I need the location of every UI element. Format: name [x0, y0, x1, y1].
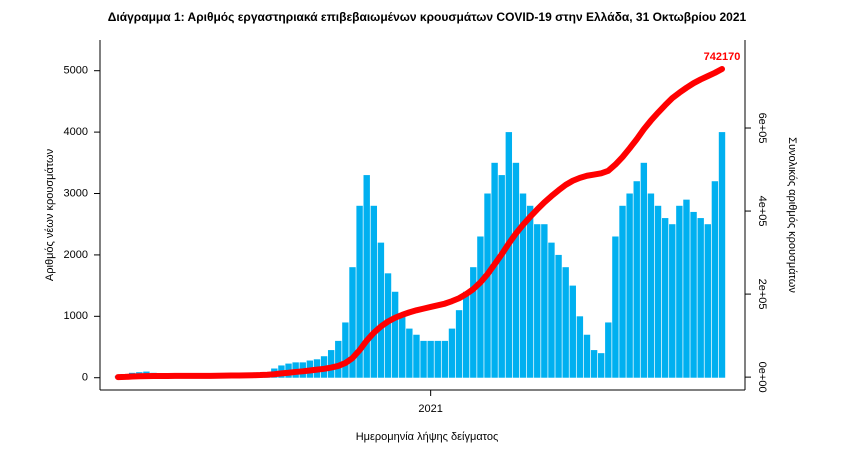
y-tick-label: 5000: [64, 65, 88, 77]
bar: [683, 199, 690, 378]
bar: [619, 205, 626, 378]
bar: [711, 181, 719, 378]
bar: [633, 181, 640, 378]
bar: [555, 254, 562, 378]
bar: [676, 205, 683, 378]
bar: [342, 322, 349, 378]
bar: [583, 334, 591, 378]
bar: [569, 285, 576, 378]
bar: [526, 205, 534, 378]
end-value-label: 742170: [704, 51, 741, 63]
bar: [377, 242, 385, 378]
chart-title: Διάγραμμα 1: Αριθμός εργαστηριακά επιβεβ…: [108, 10, 747, 24]
bar: [548, 242, 555, 378]
bar: [399, 316, 406, 378]
bar: [512, 162, 520, 378]
bar: [704, 224, 711, 378]
bar: [363, 175, 370, 378]
bar: [335, 340, 342, 378]
bar: [654, 205, 662, 378]
bar: [605, 322, 612, 378]
cumulative-line: [115, 65, 725, 381]
bar: [690, 211, 697, 378]
bar: [406, 328, 413, 378]
bar: [455, 310, 463, 378]
bar: [590, 350, 598, 378]
bar: [491, 162, 498, 378]
bar: [384, 273, 392, 378]
bar: [349, 267, 356, 378]
bar: [370, 205, 378, 378]
bar: [598, 353, 605, 378]
bar: [661, 218, 669, 378]
bar: [470, 267, 477, 378]
bar: [441, 340, 449, 378]
y-tick-label: 3000: [64, 187, 88, 199]
bar: [462, 291, 470, 378]
bar: [534, 224, 541, 378]
bar: [448, 328, 456, 378]
bar: [576, 316, 584, 378]
y2-tick-label: 0e+00: [756, 362, 768, 393]
y2-axis-label: Συνολικός αριθμός κρουσμάτων: [786, 137, 798, 293]
y-tick-label: 2000: [64, 249, 88, 261]
y2-tick-label: 2e+05: [756, 279, 768, 310]
bar: [420, 340, 427, 378]
bar: [413, 334, 420, 378]
bar: [505, 132, 513, 378]
bar: [434, 340, 441, 378]
y-tick-label: 0: [82, 372, 88, 384]
bar: [519, 193, 527, 378]
bar: [718, 132, 726, 378]
bar: [647, 193, 655, 378]
bar: [697, 218, 704, 378]
y-tick-label: 4000: [64, 126, 88, 138]
bar: [562, 267, 569, 378]
x-tick-label: 2021: [418, 403, 442, 415]
bar: [612, 236, 619, 378]
bar: [477, 236, 484, 378]
y-tick-label: 1000: [64, 310, 88, 322]
bar: [427, 340, 434, 378]
bar: [356, 205, 363, 378]
bar: [391, 291, 399, 378]
bar: [484, 193, 491, 378]
bar: [498, 175, 505, 378]
bar: [541, 224, 548, 378]
y2-tick-label: 4e+05: [756, 196, 768, 227]
bar: [327, 350, 335, 378]
y-axis-label: Αριθμός νέων κρουσμάτων: [44, 148, 56, 281]
bar: [640, 162, 648, 378]
x-axis-label: Ημερομηνία λήψης δείγματος: [356, 431, 499, 443]
bar: [669, 224, 676, 378]
bar: [626, 193, 633, 378]
y2-tick-label: 6e+05: [756, 113, 768, 144]
